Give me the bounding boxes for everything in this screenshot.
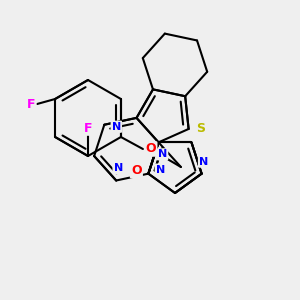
Text: N: N bbox=[156, 165, 165, 175]
Text: N: N bbox=[113, 164, 123, 173]
Text: N: N bbox=[158, 149, 167, 159]
Text: O: O bbox=[146, 142, 156, 155]
Text: N: N bbox=[112, 122, 121, 132]
Text: N: N bbox=[199, 157, 208, 167]
Text: O: O bbox=[131, 164, 142, 177]
Text: F: F bbox=[27, 98, 35, 110]
Text: F: F bbox=[84, 122, 92, 134]
Text: S: S bbox=[196, 122, 205, 136]
